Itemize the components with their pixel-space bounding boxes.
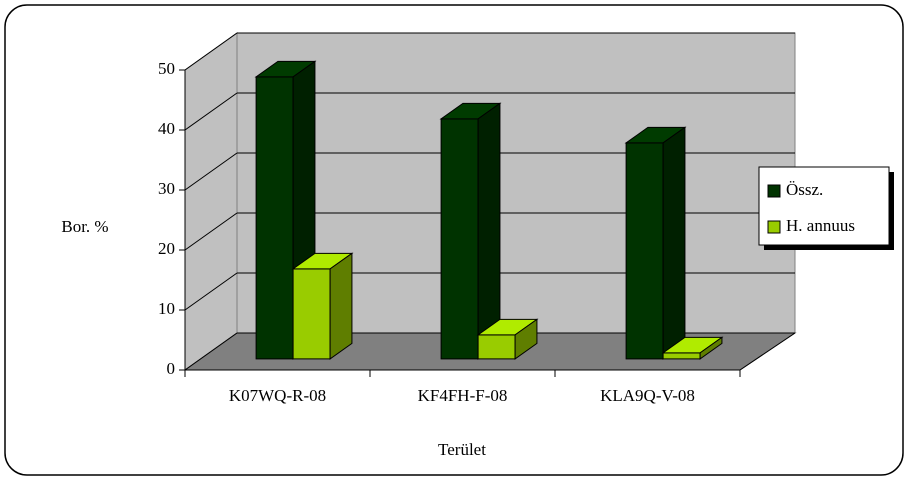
legend-swatch	[767, 184, 781, 198]
bar-front	[292, 268, 331, 360]
legend	[758, 166, 890, 246]
grid-line	[184, 92, 238, 131]
grid-line	[184, 32, 238, 71]
y-tick-label: 50	[158, 59, 175, 78]
legend-items: Össz. H. annuus	[767, 180, 855, 235]
side-wall	[184, 32, 238, 371]
bar-front	[662, 352, 701, 360]
bar-front	[255, 76, 294, 360]
bars	[254, 60, 724, 360]
x-tick-label: KLA9Q-V-08	[600, 386, 695, 405]
x-axis-title: Terület	[438, 440, 486, 459]
bar-front	[440, 118, 479, 360]
y-tick-label: 40	[158, 119, 175, 138]
bar-side	[514, 318, 538, 360]
legend-label: Össz.	[786, 180, 823, 199]
bar-side	[477, 102, 501, 360]
bar-front	[477, 334, 516, 360]
y-tick-label: 30	[158, 179, 175, 198]
grid-line	[184, 272, 238, 311]
floor-edge	[739, 332, 796, 371]
legend-label: H. annuus	[786, 216, 855, 235]
grid-line	[184, 332, 238, 371]
y-tick-label: 10	[158, 299, 175, 318]
y-tick-label: 0	[167, 359, 176, 378]
grid-line	[184, 212, 238, 251]
x-tick-label: K07WQ-R-08	[229, 386, 326, 405]
legend-swatch	[767, 220, 781, 234]
bar-side	[699, 336, 723, 360]
grid-line	[184, 152, 238, 191]
y-axis-title: Bor. %	[61, 217, 108, 236]
bar-front	[625, 142, 664, 360]
y-tick-label: 20	[158, 239, 175, 258]
x-separators	[184, 370, 741, 377]
x-tick-label: KF4FH-F-08	[418, 386, 508, 405]
bar-side	[662, 126, 686, 360]
bar-side	[329, 252, 353, 360]
